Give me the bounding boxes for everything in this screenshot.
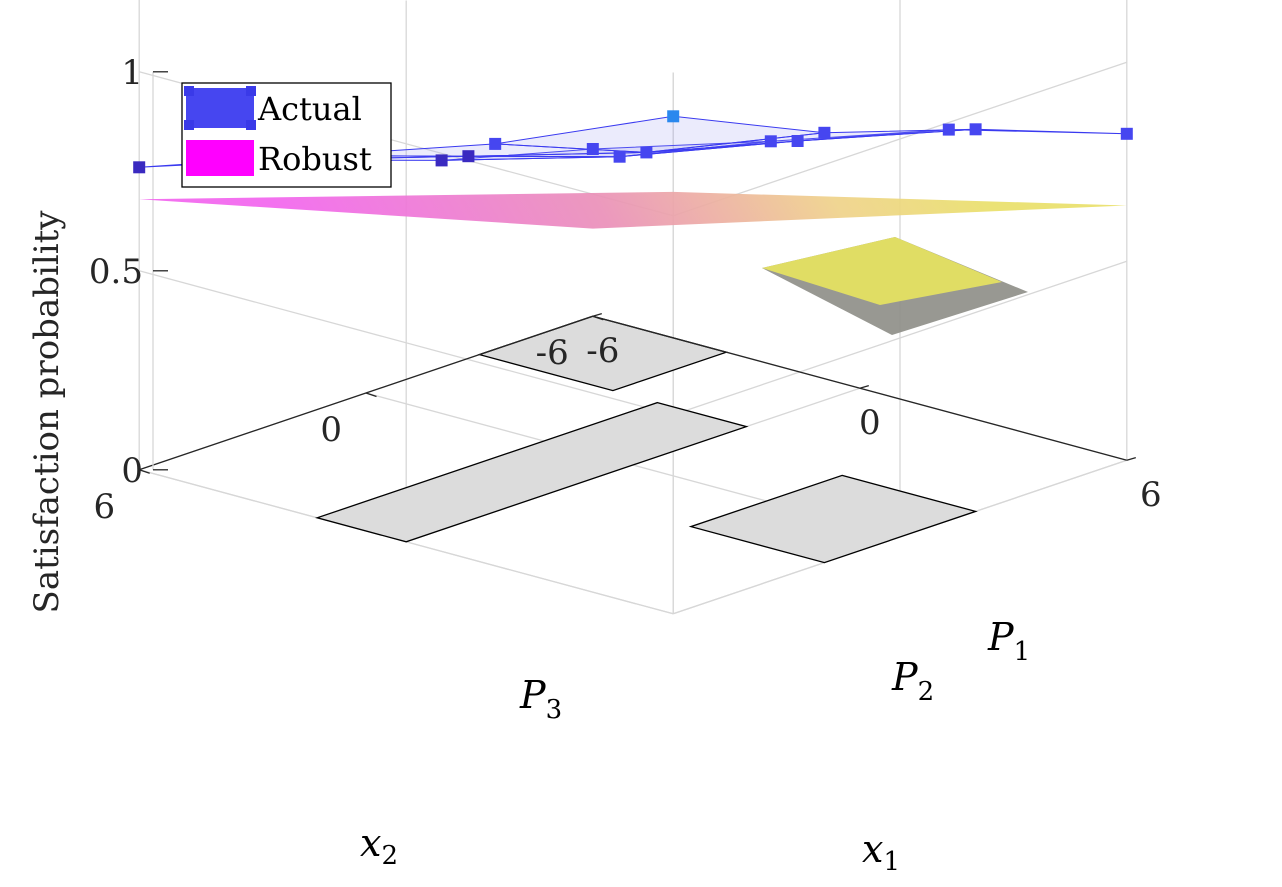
x1-axis-label: x1 [862,827,900,877]
actual-point [489,137,502,150]
region-label-1: P1 [987,615,1030,667]
x1-tick [859,384,869,389]
actual-point [1120,127,1133,140]
x2-tick-label: -6 [536,333,569,373]
actual-point [586,143,599,155]
z-tick-label: 1 [121,53,143,93]
x1-tick-label: 0 [859,403,881,443]
actual-point [435,154,448,167]
legend-marker [246,86,256,96]
region-1 [688,474,978,564]
x1-tick-label: -6 [586,331,619,371]
actual-point [640,146,653,159]
x2-axis-label: x2 [360,821,398,871]
actual-point [613,150,626,163]
x2-tick-label: 6 [94,487,116,527]
actual-point [969,123,982,136]
actual-point [791,135,804,147]
legend-swatch-actual [186,88,254,128]
legend-label-actual: Actual [257,90,362,128]
legend-marker [184,86,194,96]
region-2 [314,401,749,543]
actual-point [818,126,831,139]
x2-tick [365,392,377,398]
z-axis-label: Satisfaction probability [27,210,67,614]
wall-gridline [139,270,674,416]
wall-gridline [672,61,1128,217]
region-label-2: P2 [891,655,934,707]
x2-tick [138,469,150,474]
legend-marker [246,120,256,130]
actual-point [942,123,955,136]
x1-tick [1126,456,1136,461]
x1-tick-label: 6 [1140,475,1162,515]
robust-ridge-top [762,237,1002,305]
legend-label-robust: Robust [258,140,372,178]
robust-surface-highlight [139,191,1127,229]
region-label-3: P3 [519,673,562,725]
actual-point [667,110,680,123]
x2-tick-label: 0 [320,410,342,450]
x2-tick [592,315,604,321]
x1-tick [592,312,602,317]
z-tick-label: 0.5 [89,252,143,292]
actual-point [133,161,146,174]
wall-gridline [672,260,1128,416]
z-tick-label: 0 [121,451,143,491]
legend-marker [184,120,194,130]
actual-point [764,135,777,148]
legend-swatch-robust [186,140,254,176]
actual-point [462,150,475,163]
